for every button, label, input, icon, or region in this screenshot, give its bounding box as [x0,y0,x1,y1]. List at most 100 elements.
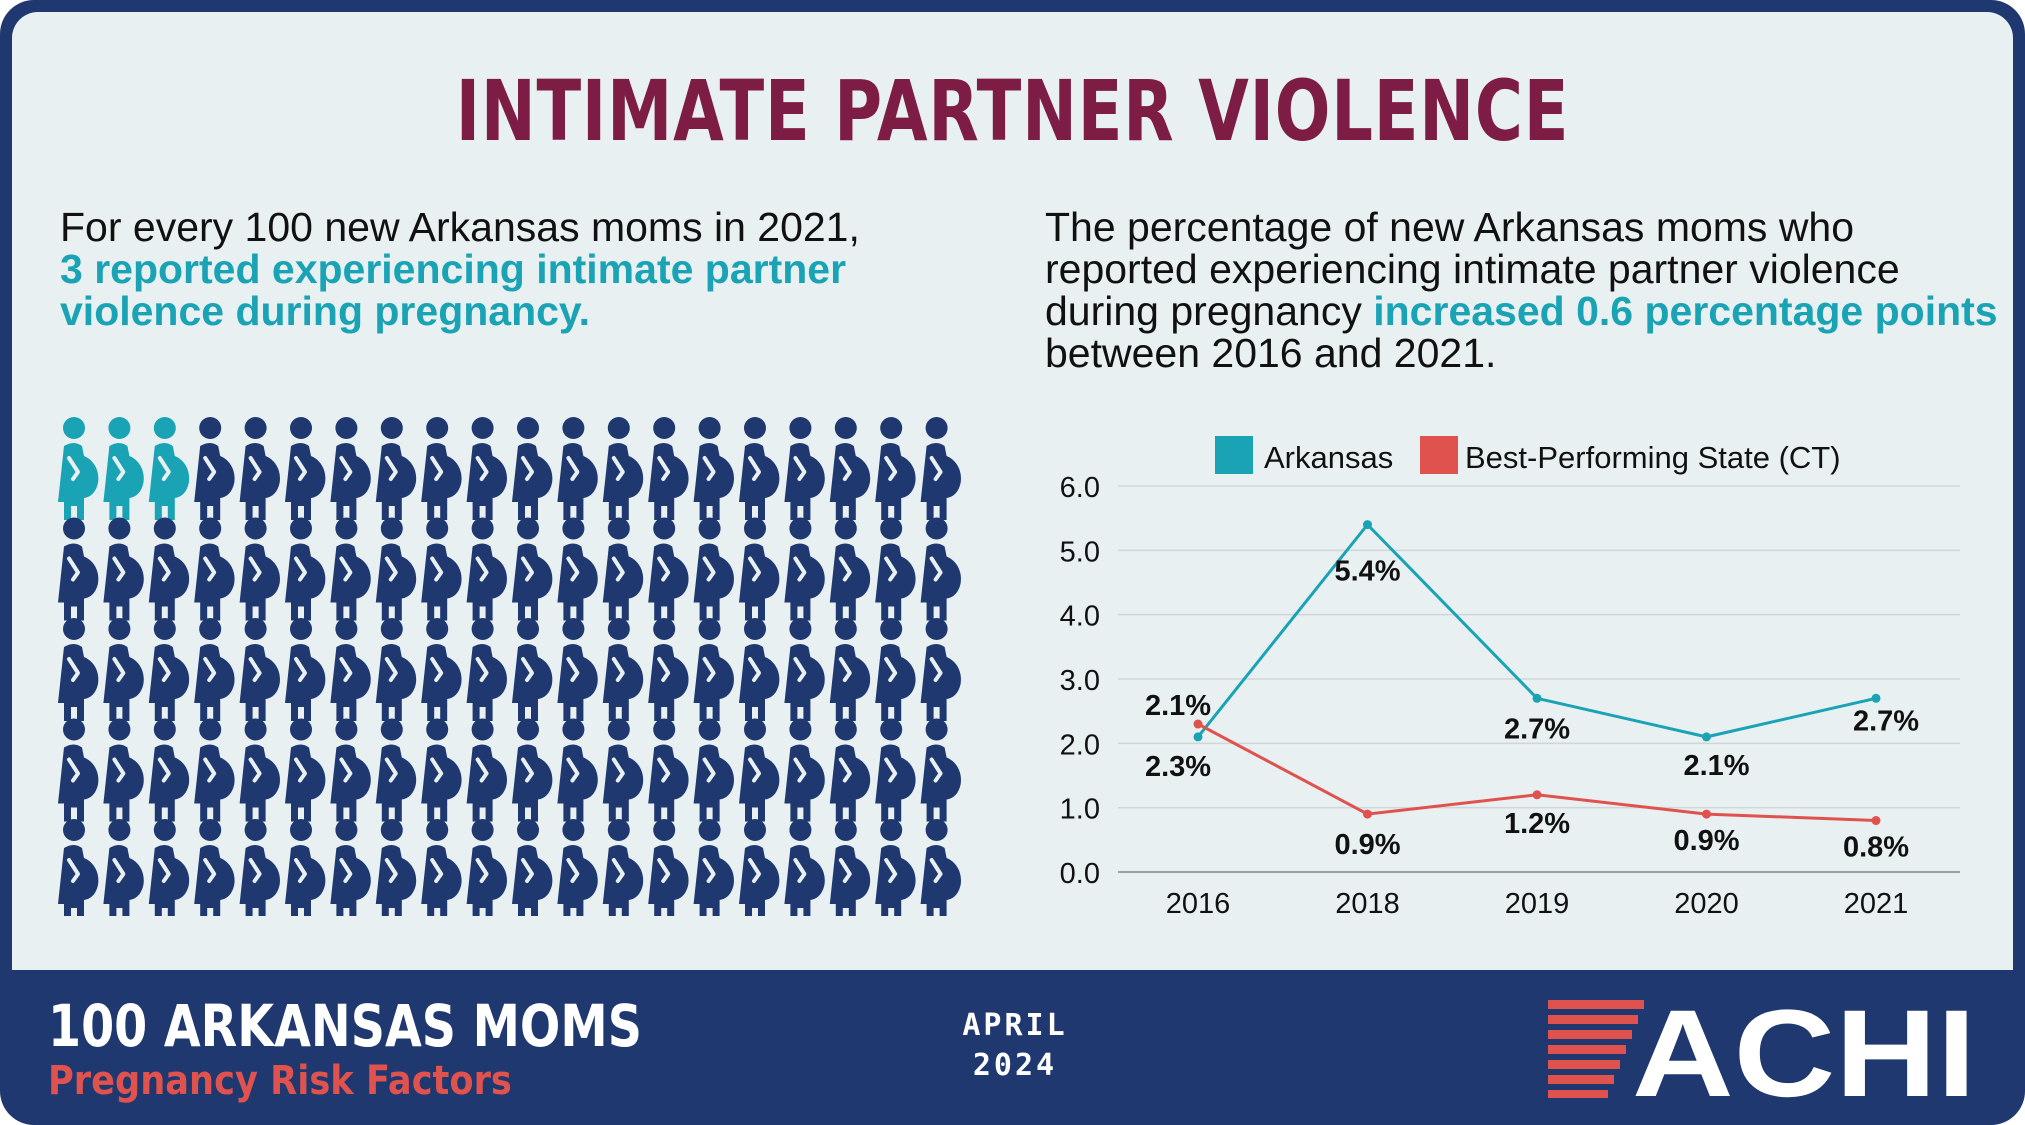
pregnant-woman-icon [146,817,192,924]
pregnant-woman-icon [101,415,146,522]
pregnant-woman-icon [600,616,646,723]
data-point [1193,732,1203,742]
pregnant-woman-icon [419,716,464,824]
pregnant-woman-icon [600,716,646,824]
chart-gridlines [1118,485,1960,873]
pregnant-woman-icon [101,515,146,623]
pregnant-woman-icon [646,616,691,723]
data-point [1871,693,1881,703]
pregnant-woman-icon [373,716,419,824]
line-chart-svg: Arkansas Best-Performing State (CT) 0.0 1… [1060,436,1960,920]
pregnant-woman-icon [283,716,328,824]
pregnant-woman-icon [464,716,509,824]
data-point [1363,520,1372,530]
pregnant-woman-icon [56,515,101,623]
y-tick-label: 3.0 [1060,665,1100,697]
pregnant-woman-icon [192,616,237,723]
pregnant-woman-icon [56,616,101,723]
intro-right-highlight: increased 0.6 percentage points [1373,288,1998,334]
pregnant-woman-icon [101,616,146,723]
data-label: 2.3% [1145,751,1211,783]
pregnant-woman-icon [464,616,509,723]
y-tick-label: 6.0 [1060,472,1100,504]
achi-logo-stripes-icon [1548,1000,1644,1098]
pregnant-woman-icon [646,415,691,522]
pregnant-woman-icon [237,616,282,723]
pregnant-woman-icon [192,716,237,824]
y-tick-label: 2.0 [1060,729,1100,761]
pregnant-woman-icon [373,415,419,522]
pregnant-woman-icon [464,415,509,522]
y-tick-label: 0.0 [1060,858,1100,890]
pregnant-woman-icon [646,716,691,824]
pregnant-woman-icon [510,716,555,824]
x-tick-label: 2016 [1166,888,1231,920]
intro-left-highlight: 3 reported experiencing intimate partner… [60,246,847,334]
pregnant-woman-icon [555,515,600,623]
y-tick-label: 4.0 [1060,601,1100,633]
pregnant-woman-icon [101,817,146,924]
pregnant-woman-icon [464,817,509,924]
pregnant-woman-icon [192,817,237,924]
pregnant-woman-icon [419,616,464,723]
pregnant-woman-icon [918,616,963,723]
data-point [1871,816,1881,826]
pregnant-woman-icon-grid [56,415,963,924]
pregnant-woman-icon [510,415,555,522]
achi-logo-text: ACHI [1632,998,1976,1098]
pregnant-woman-icon [419,415,464,522]
pregnant-woman-icon [328,716,373,824]
pregnant-woman-icon [737,716,782,824]
page-title: INTIMATE PARTNER VIOLENCE [455,62,1570,160]
chart-axes: 0.0 1.0 2.0 3.0 4.0 5.0 6.0 2016 2018 2019 2020 202… [1060,472,1909,920]
pregnant-woman-icon [873,515,918,623]
pregnant-woman-icon [56,716,101,824]
pregnant-woman-icon [283,817,328,924]
pregnant-woman-icon [328,415,373,522]
pregnant-woman-icon [146,616,192,723]
footer-series-title: 100 ARKANSAS MOMS [48,992,642,1060]
pregnant-woman-icon [555,817,600,924]
pregnant-woman-icon [737,817,782,924]
pregnant-woman-icon [737,616,782,723]
pregnant-woman-icon [782,415,827,522]
legend-label-ct: Best-Performing State (CT) [1465,440,1841,475]
intro-left-text: For every 100 new Arkansas moms in 2021, [60,204,860,250]
data-label: 5.4% [1334,556,1400,588]
pregnant-woman-icon [600,817,646,924]
pregnant-woman-icon [192,415,237,522]
pregnant-woman-icon [873,415,918,522]
data-label: 0.9% [1334,829,1400,861]
pregnant-woman-icon [237,415,282,522]
pregnant-woman-icon [691,716,736,824]
pregnant-woman-icon [56,415,101,522]
pregnant-woman-icon [691,515,736,623]
data-point [1193,719,1203,729]
pregnant-woman-icon [419,515,464,623]
pregnant-woman-icon [646,817,691,924]
pregnant-woman-icon [918,817,963,924]
chart-series [1193,520,1881,826]
data-label: 2.1% [1145,690,1211,722]
footer-month: APRIL [962,1008,1068,1043]
pregnant-woman-icon [782,616,827,723]
pregnant-woman-icon [827,716,873,824]
pregnant-woman-icon [827,515,873,623]
footer-series-subtitle: Pregnancy Risk Factors [48,1058,512,1104]
intro-right: The percentage of new Arkansas moms who … [1045,206,2005,374]
pregnant-woman-icon [237,716,282,824]
pregnant-woman-icon [510,515,555,623]
pregnant-woman-icon [600,515,646,623]
pregnant-woman-icon [737,515,782,623]
data-label: 1.2% [1504,808,1570,840]
pregnant-woman-icon [328,515,373,623]
pregnant-woman-icon [782,716,827,824]
pregnant-woman-icon [373,515,419,623]
legend-swatch-arkansas [1215,436,1253,474]
legend-swatch-ct [1420,436,1458,474]
pregnant-woman-icon [555,616,600,723]
pregnant-woman-icon [873,817,918,924]
data-point [1702,809,1711,819]
pregnant-woman-icon [283,616,328,723]
footer-year: 2024 [972,1048,1058,1083]
